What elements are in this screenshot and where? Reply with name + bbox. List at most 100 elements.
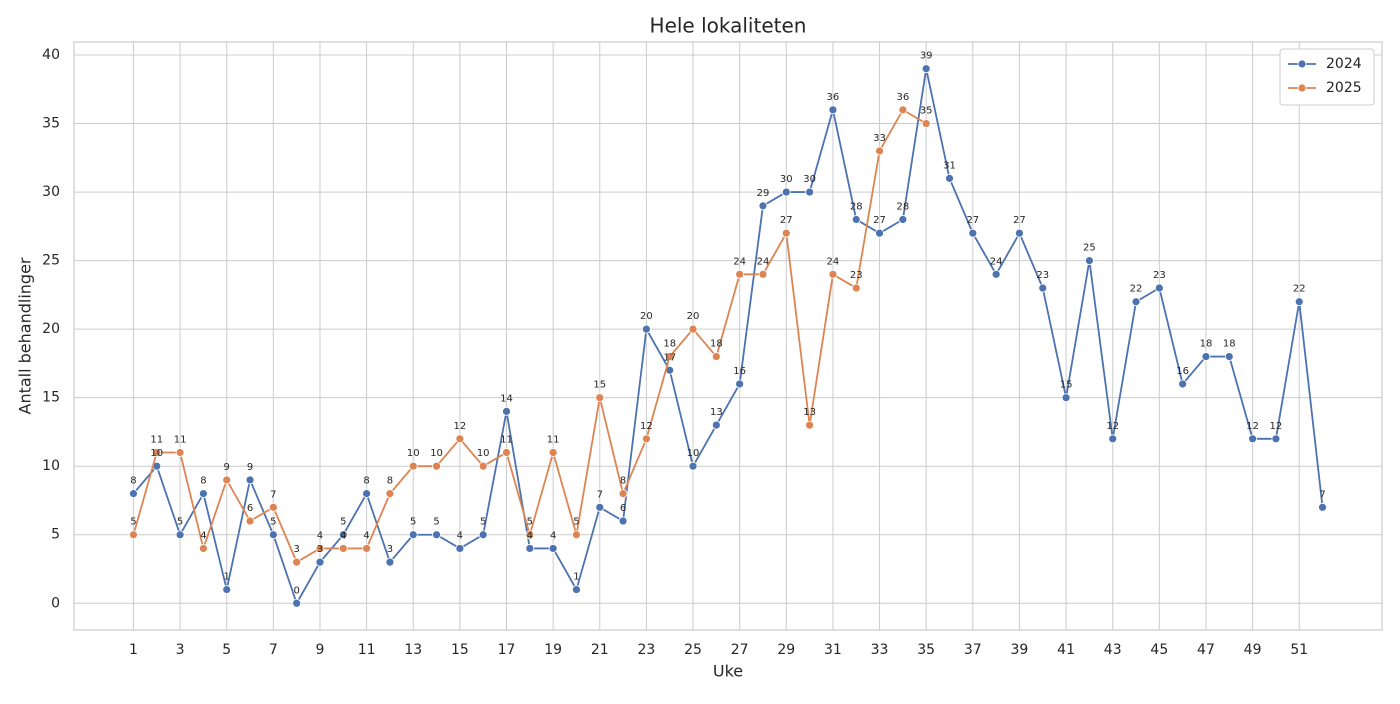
y-tick-label: 5 — [51, 527, 60, 543]
data-label: 28 — [896, 201, 909, 212]
data-point — [408, 530, 418, 540]
data-point — [688, 324, 698, 334]
data-label: 36 — [896, 92, 909, 103]
data-point — [781, 187, 791, 197]
x-tick-label: 27 — [731, 642, 749, 658]
data-label: 20 — [687, 311, 700, 322]
data-label: 12 — [1270, 421, 1283, 432]
data-label: 27 — [966, 215, 979, 226]
data-label: 4 — [457, 530, 463, 541]
data-point — [268, 530, 278, 540]
data-label: 30 — [780, 174, 793, 185]
data-point — [572, 530, 581, 540]
data-label: 3 — [293, 544, 299, 555]
data-label: 7 — [270, 489, 276, 500]
data-label: 4 — [363, 530, 369, 541]
data-label: 12 — [640, 421, 653, 432]
data-label: 30 — [803, 174, 816, 185]
data-point — [1038, 283, 1048, 293]
legend-label: 2024 — [1326, 56, 1362, 72]
plot-frame — [73, 41, 1383, 631]
data-point — [758, 201, 768, 211]
data-label: 13 — [803, 407, 816, 418]
y-tick-label: 25 — [42, 253, 60, 269]
data-point — [595, 502, 605, 512]
data-point — [1271, 434, 1281, 444]
data-label: 5 — [573, 517, 579, 528]
data-label: 5 — [480, 517, 486, 528]
x-tick-label: 23 — [637, 642, 655, 658]
data-label: 24 — [990, 256, 1003, 267]
data-point — [851, 215, 861, 224]
data-label: 11 — [174, 435, 187, 446]
data-point — [875, 146, 884, 156]
data-point — [1248, 434, 1257, 444]
x-tick-label: 19 — [544, 642, 562, 658]
data-label: 18 — [1223, 339, 1236, 350]
data-label: 23 — [850, 270, 863, 281]
data-point — [735, 379, 745, 389]
x-tick-label: 41 — [1057, 642, 1075, 658]
x-tick-label: 31 — [824, 642, 842, 658]
data-point — [1178, 379, 1188, 389]
data-label: 27 — [780, 215, 793, 226]
data-point — [1224, 352, 1234, 361]
data-label: 10 — [407, 448, 420, 459]
x-tick-label: 15 — [451, 642, 469, 658]
data-label: 31 — [943, 160, 956, 171]
data-label: 4 — [550, 530, 556, 541]
chart-title: Hele lokaliteten — [650, 14, 807, 38]
data-label: 1 — [224, 572, 230, 583]
x-tick-label: 3 — [176, 642, 185, 658]
data-label: 24 — [827, 256, 840, 267]
data-point — [1108, 434, 1118, 444]
x-tick-label: 33 — [871, 642, 889, 658]
data-label: 28 — [850, 201, 863, 212]
data-label: 36 — [827, 92, 840, 103]
data-label: 12 — [454, 421, 467, 432]
data-label: 0 — [293, 585, 299, 596]
data-label: 11 — [150, 435, 163, 446]
data-label: 27 — [1013, 215, 1026, 226]
series-line — [132, 68, 1324, 606]
data-point — [1061, 393, 1071, 403]
data-point — [222, 475, 232, 485]
data-point — [618, 489, 628, 499]
data-point — [222, 585, 232, 594]
data-label: 23 — [1153, 270, 1166, 281]
data-label: 8 — [363, 476, 369, 487]
data-point — [432, 530, 441, 540]
data-point — [502, 448, 511, 457]
data-point — [245, 475, 255, 485]
data-point — [828, 105, 838, 115]
data-label: 9 — [224, 462, 230, 473]
data-label: 20 — [640, 311, 653, 322]
data-label: 4 — [527, 530, 533, 541]
legend-label: 2025 — [1326, 80, 1362, 96]
data-point — [711, 420, 721, 430]
x-tick-label: 13 — [404, 642, 422, 658]
data-point — [362, 544, 372, 553]
x-tick-label: 21 — [591, 642, 609, 658]
data-point — [1318, 502, 1327, 512]
data-point — [455, 544, 465, 553]
data-label: 15 — [1060, 380, 1073, 391]
data-label: 5 — [177, 517, 183, 528]
data-label: 9 — [247, 462, 253, 473]
x-tick-label: 25 — [684, 642, 702, 658]
data-point — [758, 269, 768, 279]
data-point — [711, 352, 721, 361]
data-point — [805, 420, 815, 430]
x-tick-label: 11 — [358, 642, 376, 658]
data-label: 6 — [620, 503, 626, 514]
data-point — [898, 215, 908, 224]
data-point — [385, 557, 395, 567]
data-point — [199, 489, 208, 499]
data-point — [898, 105, 908, 115]
data-point — [688, 461, 698, 471]
x-tick-label: 37 — [964, 642, 982, 658]
data-point — [1294, 297, 1304, 307]
data-point — [315, 557, 325, 567]
y-tick-label: 15 — [42, 390, 60, 406]
data-label: 35 — [920, 106, 933, 117]
